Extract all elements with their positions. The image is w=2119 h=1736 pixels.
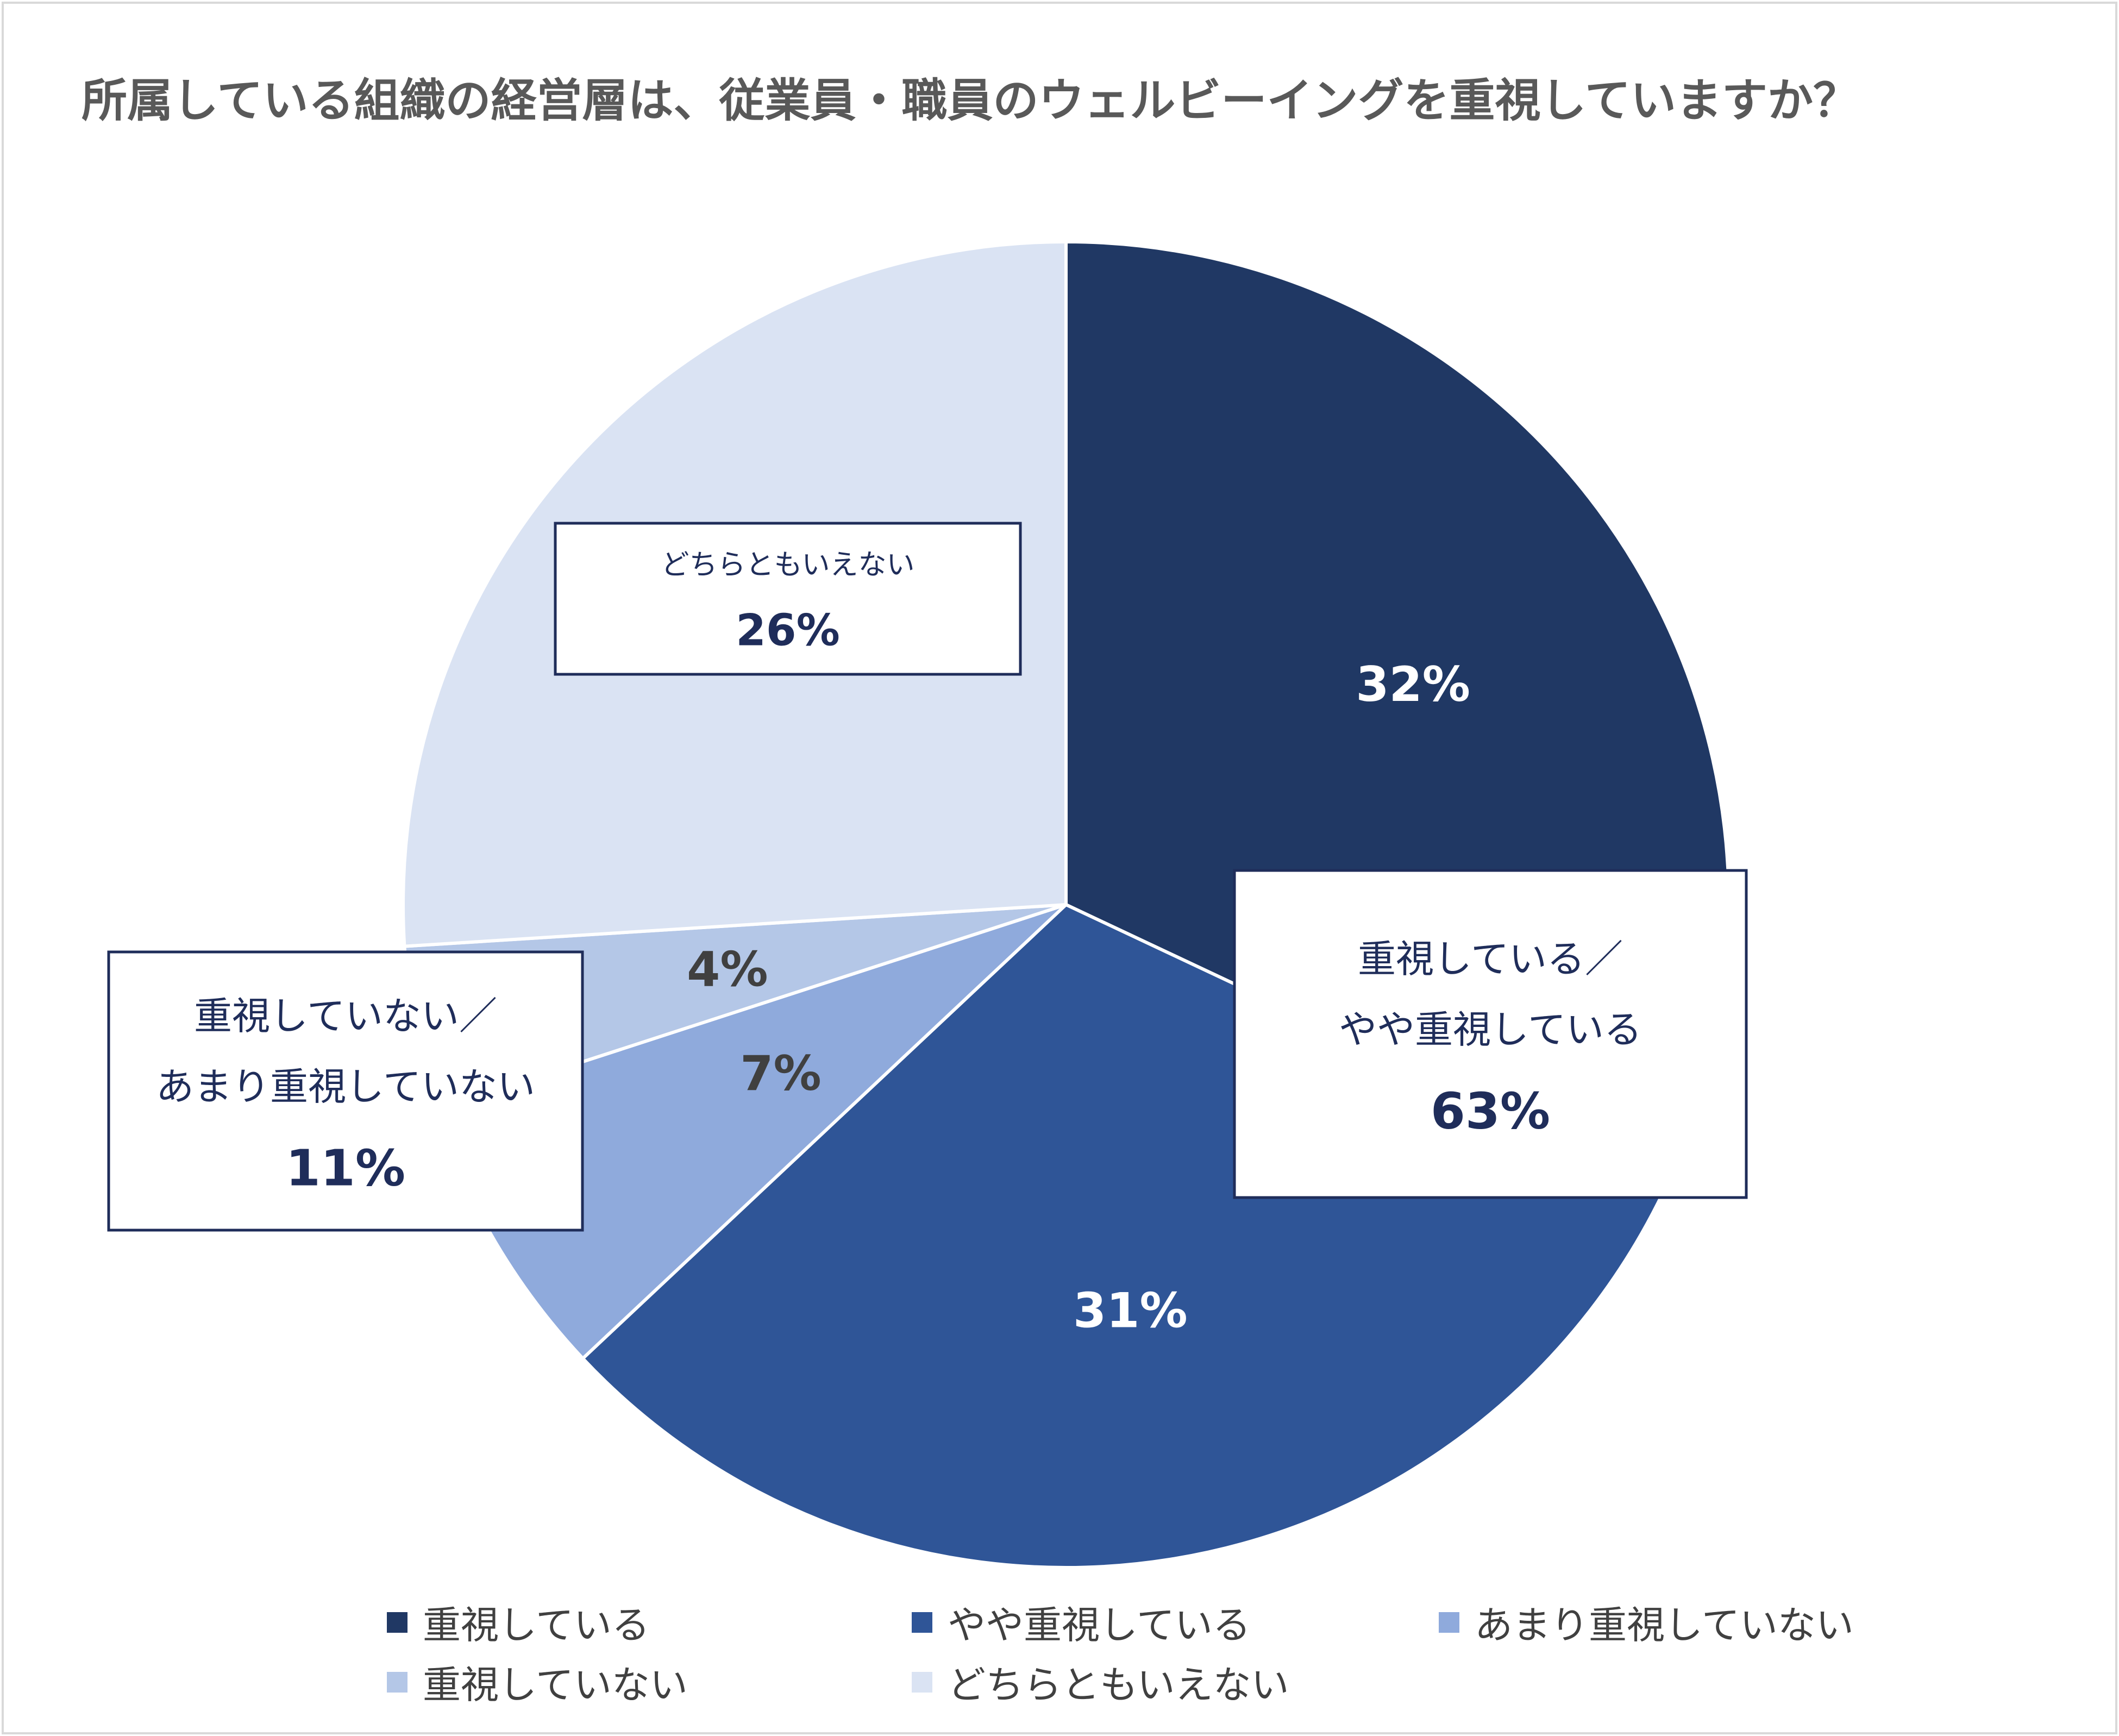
annotation-text: どちらともいえない — [661, 549, 915, 581]
chart-title: 所属している組織の経営層は、従業員・職員のウェルビーイングを重視していますか？ — [82, 74, 1859, 127]
annotation-box-frame — [554, 522, 1022, 676]
slice-label-4: 4% — [687, 941, 768, 997]
legend-item: 重視していない — [387, 1654, 688, 1709]
legend-item: 重視している — [387, 1595, 650, 1650]
legend-label: 重視している — [423, 1603, 650, 1647]
legend-label: あまり重視していない — [1475, 1603, 1854, 1647]
legend-item: どちらともいえない — [912, 1654, 1289, 1709]
slice-labels: 32% 31% 7% 4% — [687, 656, 1470, 1338]
legend-item: あまり重視していない — [1439, 1595, 1854, 1650]
annotation-box-frame — [1233, 869, 1748, 1199]
annotation-text: あまり重視していない — [156, 1064, 535, 1109]
slice-label-3: 7% — [740, 1045, 821, 1101]
annotation-box-1: どちらともいえない 26% — [554, 522, 1022, 676]
annotation-value: 11% — [286, 1139, 405, 1198]
annotation-text: 重視していない／ — [194, 994, 497, 1038]
legend-swatch — [387, 1671, 408, 1693]
annotation-value: 26% — [736, 605, 839, 656]
legend-swatch — [1439, 1612, 1459, 1633]
annotation-boxes: どちらともいえない 26% 重視している／ やや重視している 63% 重視していない／ あま… — [107, 522, 1748, 1232]
legend-label: 重視していない — [423, 1663, 688, 1707]
legend-swatch — [387, 1612, 408, 1633]
annotation-value: 63% — [1431, 1082, 1550, 1140]
annotation-text: 重視している／ — [1358, 937, 1623, 981]
legend-swatch — [912, 1671, 932, 1693]
annotation-box-2: 重視している／ やや重視している 63% — [1233, 869, 1748, 1199]
legend-label: やや重視している — [948, 1603, 1251, 1647]
annotation-box-frame — [107, 950, 584, 1232]
legend-item: やや重視している — [912, 1595, 1251, 1650]
slice-label-2: 31% — [1073, 1283, 1188, 1339]
legend-label: どちらともいえない — [948, 1663, 1289, 1707]
annotation-text: やや重視している — [1339, 1007, 1642, 1052]
slice-label-1: 32% — [1356, 656, 1470, 712]
annotation-box-3: 重視していない／ あまり重視していない 11% — [107, 950, 584, 1232]
legend-swatch — [912, 1612, 932, 1633]
